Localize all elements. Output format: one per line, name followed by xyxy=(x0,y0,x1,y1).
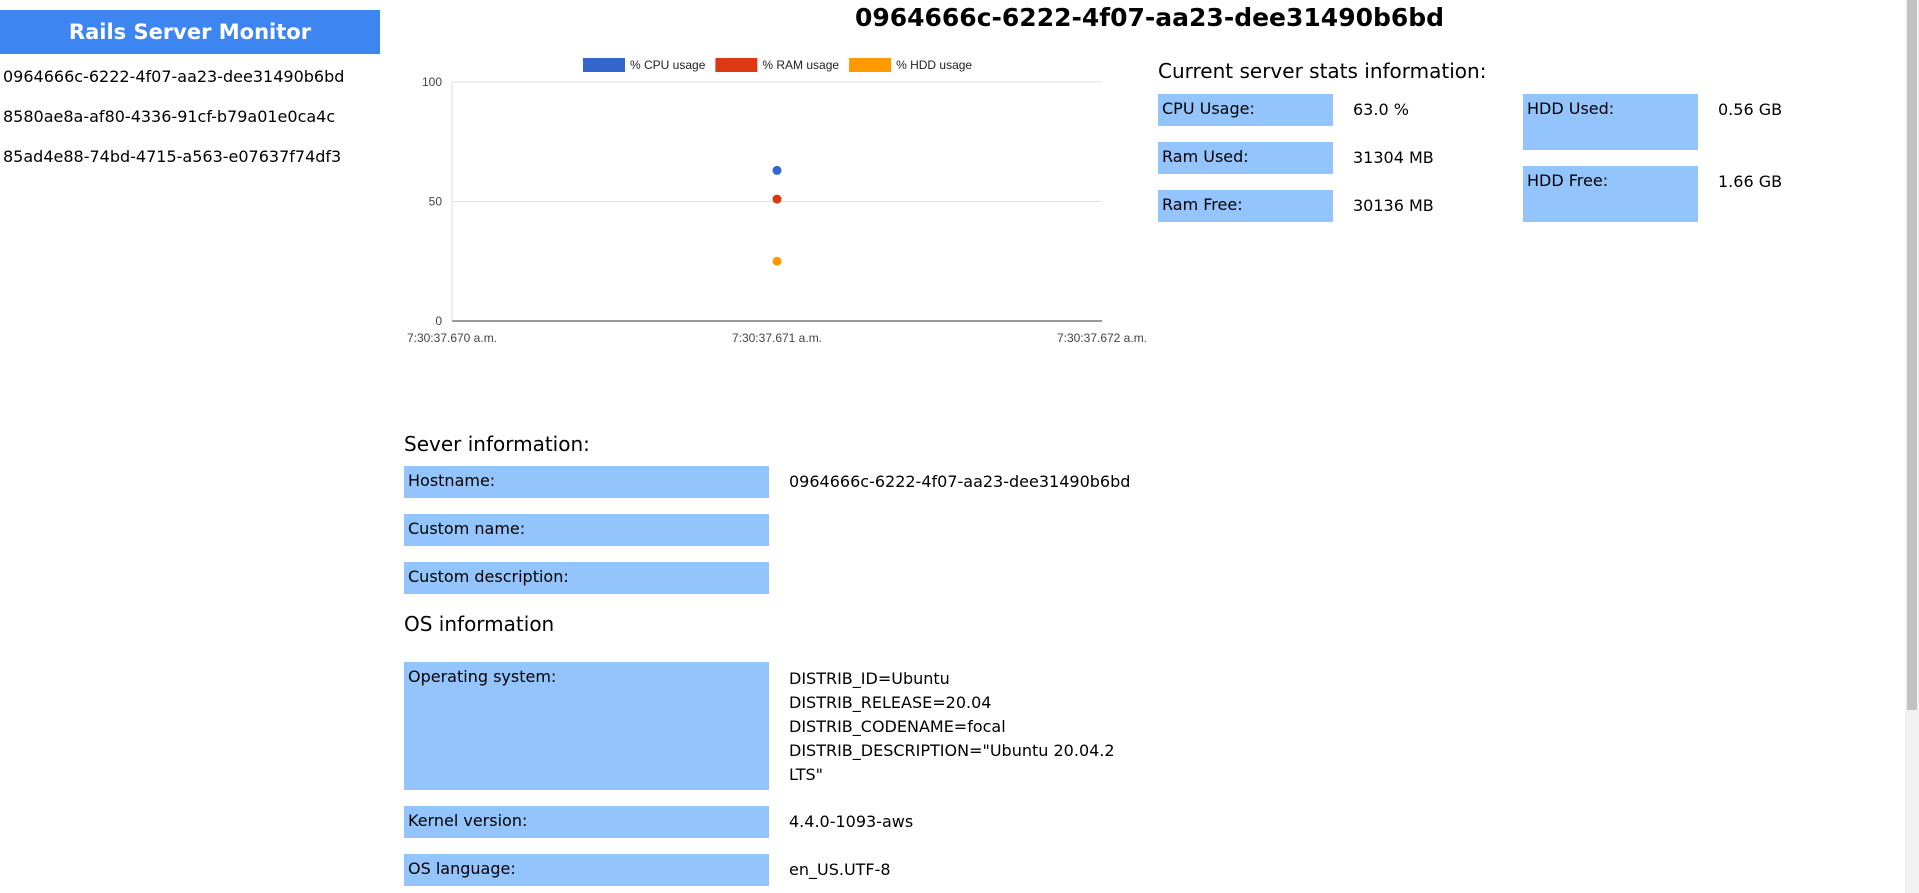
y-axis-ticks: 0 50 100 xyxy=(422,75,442,328)
page-scrollbar[interactable] xyxy=(1905,0,1919,893)
ram-free-value: 30136 MB xyxy=(1353,196,1434,215)
os-info-heading: OS information xyxy=(404,612,555,636)
cpu-usage-label: CPU Usage: xyxy=(1158,94,1333,126)
hdd-free-value: 1.66 GB xyxy=(1718,172,1783,191)
y-tick-label: 0 xyxy=(435,314,442,328)
page-title: 0964666c-6222-4f07-aa23-dee31490b6bd xyxy=(854,3,1445,32)
chart-points xyxy=(772,165,782,266)
scrollbar-thumb[interactable] xyxy=(1907,0,1917,710)
os-line: LTS" xyxy=(789,765,823,784)
server-link[interactable]: 0964666c-6222-4f07-aa23-dee31490b6bd xyxy=(3,67,345,86)
usage-chart: % CPU usage % RAM usage % HDD usage 0 50 100… xyxy=(407,58,1147,345)
os-line: DISTRIB_CODENAME=focal xyxy=(789,717,1006,736)
legend-swatch xyxy=(715,58,758,72)
os-line: DISTRIB_DESCRIPTION="Ubuntu 20.04.2 xyxy=(789,741,1115,760)
data-point[interactable] xyxy=(772,165,782,175)
legend-label: % HDD usage xyxy=(896,58,972,72)
server-link[interactable]: 85ad4e88-74bd-4715-a563-e07637f74df3 xyxy=(3,147,342,166)
server-info-heading: Sever information: xyxy=(404,432,590,456)
os-language-label: OS language: xyxy=(404,854,769,886)
x-tick-label: 7:30:37.671 a.m. xyxy=(732,331,822,345)
hdd-used-value: 0.56 GB xyxy=(1718,100,1783,119)
x-axis-ticks: 7:30:37.670 a.m. 7:30:37.671 a.m. 7:30:37.… xyxy=(407,331,1147,345)
x-tick-label: 7:30:37.672 a.m. xyxy=(1057,331,1147,345)
y-tick-label: 100 xyxy=(422,75,442,89)
y-tick-label: 50 xyxy=(429,195,443,209)
brand-title[interactable]: Rails Server Monitor xyxy=(0,10,380,54)
data-point[interactable] xyxy=(772,256,782,266)
kernel-version-value: 4.4.0-1093-aws xyxy=(789,812,914,831)
hostname-label: Hostname: xyxy=(404,466,769,498)
custom-description-label: Custom description: xyxy=(404,562,769,594)
hostname-value: 0964666c-6222-4f07-aa23-dee31490b6bd xyxy=(789,472,1131,491)
server-list: 0964666c-6222-4f07-aa23-dee31490b6bd 858… xyxy=(3,66,344,186)
os-language-value: en_US.UTF-8 xyxy=(789,860,891,879)
ram-used-label: Ram Used: xyxy=(1158,142,1333,174)
ram-free-label: Ram Free: xyxy=(1158,190,1333,222)
custom-name-label: Custom name: xyxy=(404,514,769,546)
os-line: DISTRIB_ID=Ubuntu xyxy=(789,669,950,688)
kernel-version-label: Kernel version: xyxy=(404,806,769,838)
hdd-free-label: HDD Free: xyxy=(1523,166,1698,222)
stats-heading: Current server stats information: xyxy=(1158,59,1487,83)
os-line: DISTRIB_RELEASE=20.04 xyxy=(789,693,992,712)
legend-swatch xyxy=(583,58,625,72)
ram-used-value: 31304 MB xyxy=(1353,148,1434,167)
legend-label: % CPU usage xyxy=(630,58,706,72)
data-point[interactable] xyxy=(772,194,782,204)
operating-system-label: Operating system: xyxy=(404,662,769,790)
hdd-used-label: HDD Used: xyxy=(1523,94,1698,150)
x-tick-label: 7:30:37.670 a.m. xyxy=(407,331,497,345)
server-link[interactable]: 8580ae8a-af80-4336-91cf-b79a01e0ca4c xyxy=(3,107,336,126)
cpu-usage-value: 63.0 % xyxy=(1353,100,1409,119)
chart-legend: % CPU usage % RAM usage % HDD usage xyxy=(583,58,972,72)
legend-label: % RAM usage xyxy=(762,58,839,72)
operating-system-value: DISTRIB_ID=Ubuntu DISTRIB_RELEASE=20.04 … xyxy=(789,667,1115,787)
legend-swatch xyxy=(849,58,892,72)
